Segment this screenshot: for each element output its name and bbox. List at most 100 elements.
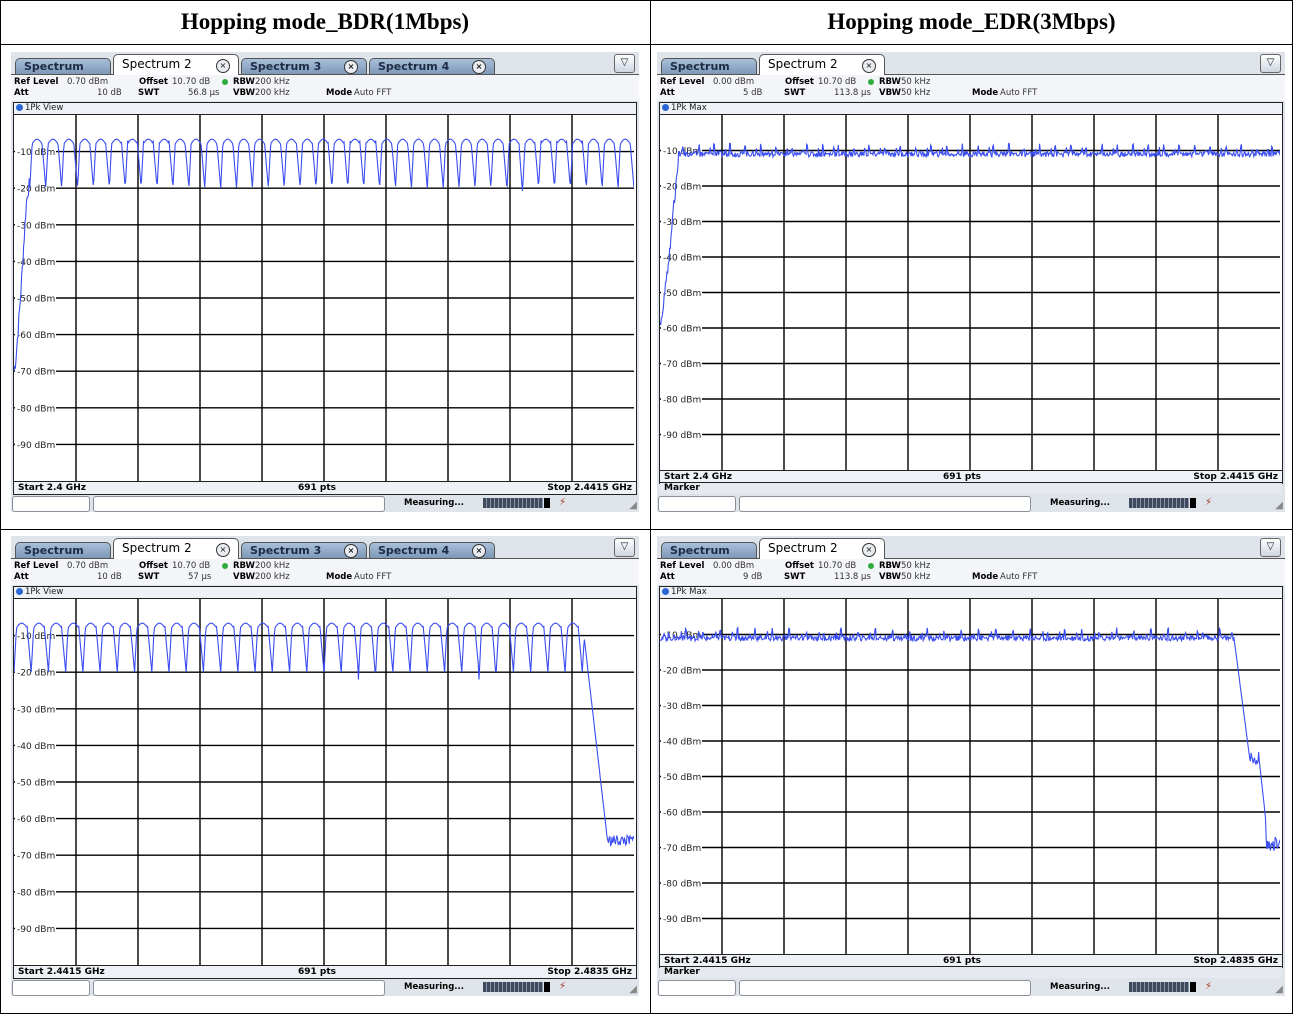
y-tick-label: -50 dBm bbox=[663, 289, 701, 299]
tab-spectrum[interactable]: Spectrum bbox=[15, 58, 111, 74]
vbw-value: 50 kHz bbox=[901, 88, 931, 98]
close-tab-icon[interactable]: × bbox=[862, 543, 876, 557]
sweep-progress-bar bbox=[1129, 498, 1189, 508]
status-field-1 bbox=[658, 496, 736, 512]
y-tick-label: -30 dBm bbox=[663, 218, 701, 228]
resize-grip-icon[interactable]: ◢ bbox=[629, 984, 637, 995]
y-tick-label: -10 dBm bbox=[17, 148, 55, 158]
close-tab-icon[interactable]: × bbox=[472, 60, 486, 74]
offset-value: 10.70 dB bbox=[818, 77, 857, 87]
resize-grip-icon[interactable]: ◢ bbox=[629, 500, 637, 511]
tab-spectrum-3[interactable]: Spectrum 3 × bbox=[241, 58, 367, 74]
ytick-bg bbox=[661, 770, 702, 782]
window-menu-icon[interactable]: ▽ bbox=[1260, 538, 1281, 557]
tab-spectrum-4[interactable]: Spectrum 4 × bbox=[369, 58, 495, 74]
window-menu-icon[interactable]: ▽ bbox=[614, 54, 635, 73]
frequency-axis-bar: Start 2.4 GHz 691 pts Stop 2.4415 GHz bbox=[660, 470, 1282, 483]
tab-spectrum-4[interactable]: Spectrum 4 × bbox=[369, 542, 495, 558]
att-label: Att bbox=[660, 572, 675, 582]
resize-grip-icon[interactable]: ◢ bbox=[1275, 984, 1283, 995]
tab-bar: Spectrum Spectrum 2 × bbox=[657, 52, 1285, 75]
tab-label: Spectrum bbox=[670, 60, 730, 73]
rbw-coupled-indicator bbox=[222, 563, 228, 569]
y-tick-label: -70 dBm bbox=[17, 852, 55, 862]
close-tab-icon[interactable]: × bbox=[472, 544, 486, 558]
ytick-bg bbox=[661, 806, 702, 817]
rbw-label: RBW bbox=[233, 77, 255, 87]
status-field-2 bbox=[739, 980, 1031, 996]
frequency-axis-bar: Start 2.4415 GHz 691 pts Stop 2.4835 GHz bbox=[660, 954, 1282, 967]
rbw-label: RBW bbox=[879, 77, 901, 87]
vbw-value: 50 kHz bbox=[901, 572, 931, 582]
close-tab-icon[interactable]: × bbox=[344, 60, 358, 74]
ytick-bg bbox=[15, 401, 56, 413]
att-value: 5 dB bbox=[743, 88, 763, 98]
ref-level-value: 0.70 dBm bbox=[67, 561, 109, 571]
start-frequency: Start 2.4415 GHz bbox=[18, 967, 105, 977]
offset-label: Offset bbox=[785, 561, 814, 571]
swt-label: SWT bbox=[784, 572, 806, 582]
table-border-center bbox=[650, 0, 651, 1014]
marker-label: Marker bbox=[664, 483, 700, 493]
close-tab-icon[interactable]: × bbox=[216, 59, 230, 73]
y-tick-label: -40 dBm bbox=[17, 258, 55, 268]
ytick-bg bbox=[661, 251, 702, 262]
status-field-2 bbox=[93, 496, 385, 512]
y-tick-label: -80 dBm bbox=[663, 396, 701, 406]
status-field-1 bbox=[12, 496, 90, 512]
ytick-bg bbox=[15, 218, 56, 230]
status-field-1 bbox=[658, 980, 736, 996]
network-status-icon: ⚡ bbox=[1205, 981, 1213, 992]
trace-title: 1Pk View bbox=[14, 103, 636, 115]
close-tab-icon[interactable]: × bbox=[862, 59, 876, 73]
swt-label: SWT bbox=[784, 88, 806, 98]
sweep-points: 691 pts bbox=[298, 967, 337, 977]
vbw-label: VBW bbox=[879, 572, 901, 582]
tab-spectrum-2[interactable]: Spectrum 2 × bbox=[113, 54, 239, 75]
tab-label: Spectrum 2 bbox=[768, 57, 838, 71]
trace-title: 1Pk View bbox=[14, 587, 636, 599]
tab-spectrum-2[interactable]: Spectrum 2 × bbox=[759, 54, 885, 75]
frequency-axis-bar: Start 2.4415 GHz 691 pts Stop 2.4835 GHz bbox=[14, 965, 636, 978]
spectrum-trace bbox=[660, 142, 1280, 326]
marker-table-bar: Marker bbox=[660, 966, 1282, 978]
resize-grip-icon[interactable]: ◢ bbox=[1275, 500, 1283, 511]
y-tick-label: -50 dBm bbox=[17, 779, 55, 789]
ytick-bg bbox=[15, 365, 56, 377]
table-border-top bbox=[0, 0, 1293, 1]
tab-spectrum[interactable]: Spectrum bbox=[661, 58, 757, 74]
ytick-bg bbox=[661, 841, 702, 853]
trace-label: 1Pk View bbox=[25, 587, 64, 597]
start-frequency: Start 2.4415 GHz bbox=[664, 956, 751, 966]
window-menu-icon[interactable]: ▽ bbox=[1260, 54, 1281, 73]
y-tick-label: -70 dBm bbox=[663, 844, 701, 854]
tab-spectrum-2[interactable]: Spectrum 2 × bbox=[113, 538, 239, 559]
tab-spectrum-2[interactable]: Spectrum 2 × bbox=[759, 538, 885, 559]
vbw-label: VBW bbox=[879, 88, 901, 98]
ytick-bg bbox=[661, 735, 702, 746]
tab-spectrum[interactable]: Spectrum bbox=[15, 542, 111, 558]
rbw-label: RBW bbox=[879, 561, 901, 571]
mode-value: Auto FFT bbox=[354, 572, 392, 582]
sweep-progress-bar bbox=[483, 498, 543, 508]
y-tick-label: -90 dBm bbox=[17, 925, 55, 935]
tab-bar: Spectrum Spectrum 2 × Spectrum 3 × Spectrum 4… bbox=[11, 536, 639, 559]
tab-label: Spectrum bbox=[24, 544, 84, 557]
ytick-bg bbox=[661, 144, 702, 156]
ytick-bg bbox=[15, 812, 56, 824]
stop-frequency: Stop 2.4835 GHz bbox=[1193, 956, 1278, 966]
swt-label: SWT bbox=[138, 88, 160, 98]
settings-header: Ref Level 0.70 dBm Offset 10.70 dB RBW 200 kH… bbox=[11, 559, 639, 585]
close-tab-icon[interactable]: × bbox=[344, 544, 358, 558]
status-bar: Measuring... ⚡ ◢ bbox=[657, 979, 1285, 996]
rbw-value: 50 kHz bbox=[901, 561, 931, 571]
close-tab-icon[interactable]: × bbox=[216, 543, 230, 557]
status-bar: Measuring... ⚡ ◢ bbox=[11, 495, 639, 512]
tab-spectrum-3[interactable]: Spectrum 3 × bbox=[241, 542, 367, 558]
rbw-value: 50 kHz bbox=[901, 77, 931, 87]
settings-header: Ref Level 0.00 dBm Offset 10.70 dB RBW 50 kHz… bbox=[657, 75, 1285, 101]
ytick-bg bbox=[661, 393, 702, 404]
window-menu-icon[interactable]: ▽ bbox=[614, 538, 635, 557]
y-tick-label: -50 dBm bbox=[663, 773, 701, 783]
tab-spectrum[interactable]: Spectrum bbox=[661, 542, 757, 558]
